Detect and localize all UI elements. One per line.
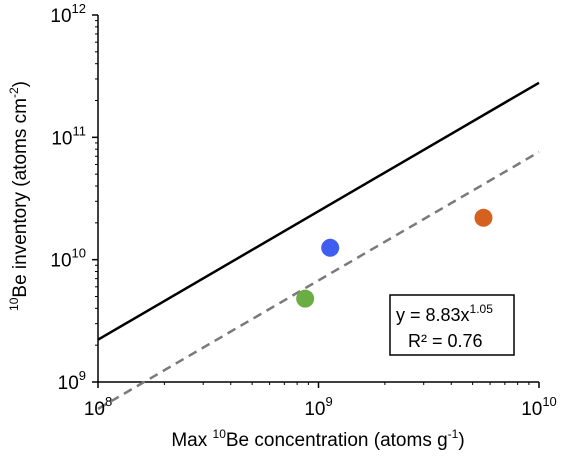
x-tick-exponent: 10 bbox=[542, 394, 556, 409]
x-tick-label: 1010 bbox=[521, 394, 557, 420]
y-tick-exponent: 10 bbox=[72, 246, 86, 261]
equation-lhs: y = 8.83x bbox=[396, 305, 470, 325]
y-tick-base: 10 bbox=[58, 373, 79, 394]
equation-box: y = 8.83x1.05 R² = 0.76 bbox=[389, 294, 515, 356]
y-tick-exponent: 11 bbox=[73, 123, 87, 138]
x-axis-label-post: ) bbox=[458, 430, 464, 451]
x-tick-base: 10 bbox=[84, 399, 105, 420]
equation-text: y = 8.83x1.05 bbox=[396, 302, 493, 325]
y-axis-label-sup2: -2 bbox=[7, 87, 21, 98]
y-tick-label: 109 bbox=[58, 368, 86, 394]
lines-layer bbox=[97, 81, 540, 410]
y-tick-base: 10 bbox=[51, 128, 72, 149]
y-tick-label: 1012 bbox=[50, 1, 86, 27]
x-axis-label-sup: 10 bbox=[213, 427, 227, 441]
y-tick-label: 1011 bbox=[51, 123, 86, 149]
y-tick-base: 10 bbox=[50, 251, 71, 272]
x-axis-label-mid: Be concentration (atoms g bbox=[226, 430, 448, 451]
y-tick-base: 10 bbox=[50, 6, 71, 27]
x-tick-base: 10 bbox=[304, 399, 325, 420]
equation-exponent: 1.05 bbox=[470, 302, 494, 316]
y-tick-exponent: 9 bbox=[79, 368, 86, 383]
x-tick-exponent: 9 bbox=[325, 394, 332, 409]
fit-line bbox=[97, 81, 540, 341]
r-squared-text: R² = 0.76 bbox=[408, 331, 483, 351]
reference-dashed-line bbox=[97, 150, 540, 410]
points-layer bbox=[296, 208, 493, 308]
x-axis-label: Max 10Be concentration (atoms g-1) bbox=[171, 427, 464, 451]
plot-area bbox=[92, 14, 540, 388]
data-point bbox=[296, 289, 315, 308]
data-point bbox=[321, 238, 340, 257]
data-point bbox=[474, 208, 493, 227]
x-tick-base: 10 bbox=[521, 399, 542, 420]
x-tick-labels: 108 109 1010 bbox=[84, 394, 557, 420]
x-axis-label-pre: Max bbox=[171, 430, 212, 451]
equation-box-border bbox=[389, 294, 515, 356]
y-tick-exponent: 12 bbox=[72, 1, 86, 16]
x-tick-exponent: 8 bbox=[105, 394, 112, 409]
y-axis-label-post: ) bbox=[10, 81, 31, 87]
x-tick-label: 109 bbox=[304, 394, 332, 420]
x-tick-label: 108 bbox=[84, 394, 112, 420]
x-axis-label-sup2: -1 bbox=[448, 427, 459, 441]
y-axis-label: 10Be inventory (atoms cm-2) bbox=[7, 81, 31, 311]
y-tick-label: 1010 bbox=[50, 246, 86, 272]
y-axis-label-mid: Be inventory (atoms cm bbox=[10, 98, 31, 298]
y-axis-label-sup: 10 bbox=[7, 297, 21, 311]
